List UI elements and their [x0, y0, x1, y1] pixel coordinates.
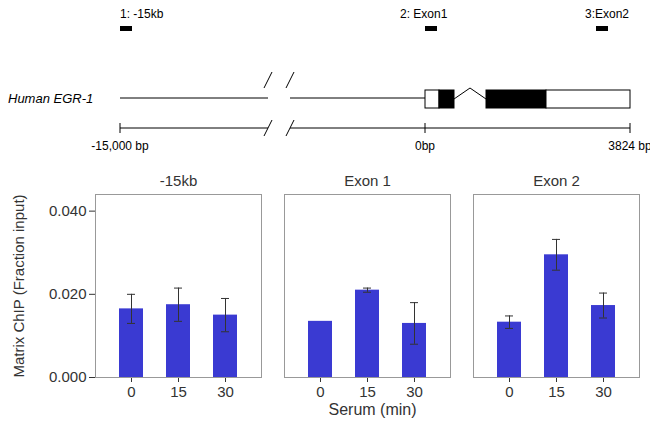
svg-text:15: 15: [359, 383, 376, 400]
html-text:Serum (min): Serum (min): [328, 401, 417, 418]
svg-text:1: -15kb: 1: -15kb: [120, 7, 164, 21]
svg-text:15: 15: [170, 383, 187, 400]
svg-text:Exon 1: Exon 1: [344, 172, 391, 189]
svg-text:0.040: 0.040: [49, 202, 87, 219]
svg-text:Human EGR-1: Human EGR-1: [8, 91, 93, 106]
svg-text:0: 0: [505, 383, 513, 400]
svg-text:Exon 2: Exon 2: [533, 172, 580, 189]
svg-text:3824 bp: 3824 bp: [608, 139, 650, 153]
svg-text:30: 30: [406, 383, 423, 400]
svg-text:-15,000 bp: -15,000 bp: [91, 139, 149, 153]
svg-text:30: 30: [595, 383, 612, 400]
svg-text:3:Exon2: 3:Exon2: [585, 7, 629, 21]
svg-text:0.020: 0.020: [49, 285, 87, 302]
svg-text:Matrix ChIP (Fraction input): Matrix ChIP (Fraction input): [10, 194, 27, 377]
svg-text:-15kb: -15kb: [160, 172, 198, 189]
svg-text:0.000: 0.000: [49, 368, 87, 385]
svg-text:0: 0: [127, 383, 135, 400]
svg-text:0bp: 0bp: [415, 139, 435, 153]
svg-text:15: 15: [548, 383, 565, 400]
svg-text:30: 30: [217, 383, 234, 400]
svg-text:2: Exon1: 2: Exon1: [400, 7, 448, 21]
svg-text:0: 0: [316, 383, 324, 400]
